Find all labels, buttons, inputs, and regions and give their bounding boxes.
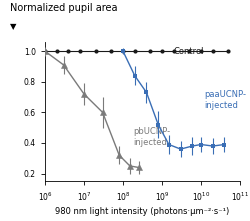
Text: Control: Control bbox=[174, 47, 204, 56]
X-axis label: 980 nm light intensity (photons·μm⁻²·s⁻¹): 980 nm light intensity (photons·μm⁻²·s⁻¹… bbox=[56, 207, 230, 216]
Text: pbUCNP-
injected: pbUCNP- injected bbox=[133, 127, 170, 147]
Text: paaUCNP-
injected: paaUCNP- injected bbox=[204, 90, 246, 110]
Text: ▼: ▼ bbox=[10, 22, 16, 31]
Text: Normalized pupil area: Normalized pupil area bbox=[10, 3, 118, 13]
